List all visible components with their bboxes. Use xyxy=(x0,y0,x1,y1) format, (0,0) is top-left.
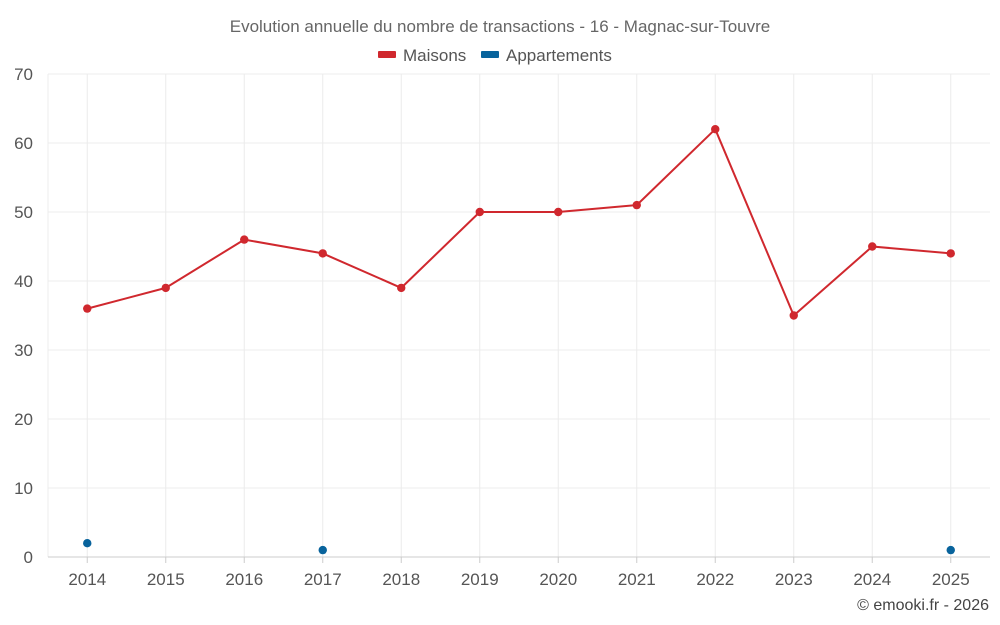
y-tick-label-30: 30 xyxy=(14,341,33,360)
x-tick-label-2025: 2025 xyxy=(932,570,970,589)
point-maisons-2024[interactable] xyxy=(868,242,877,251)
legend-label-maisons: Maisons xyxy=(403,46,466,65)
y-tick-label-50: 50 xyxy=(14,203,33,222)
x-tick-label-2017: 2017 xyxy=(304,570,342,589)
x-tick-label-2019: 2019 xyxy=(461,570,499,589)
y-tick-label-0: 0 xyxy=(24,548,33,567)
point-maisons-2020[interactable] xyxy=(554,207,563,217)
series-line-maisons xyxy=(86,128,951,317)
x-tick-label-2014: 2014 xyxy=(68,570,106,589)
y-tick-label-20: 20 xyxy=(14,410,33,429)
credit-text: © emooki.fr - 2026 xyxy=(857,597,989,614)
x-tick-label-2018: 2018 xyxy=(382,570,420,589)
x-tick-label-2020: 2020 xyxy=(539,570,577,589)
grid xyxy=(48,73,990,557)
legend-item-appartements[interactable]: Appartements xyxy=(481,46,612,65)
y-tick-label-10: 10 xyxy=(14,479,33,498)
legend-item-maisons[interactable]: Maisons xyxy=(378,46,466,65)
point-appartements-2014[interactable] xyxy=(83,539,92,548)
legend-swatch-appartements xyxy=(481,51,499,58)
point-maisons-2021[interactable] xyxy=(632,200,641,210)
point-appartements-2017[interactable] xyxy=(318,545,327,555)
legend: Maisons Appartements xyxy=(378,46,612,65)
point-maisons-2025[interactable] xyxy=(946,249,955,258)
y-tick-label-70: 70 xyxy=(14,65,33,84)
point-maisons-2018[interactable] xyxy=(397,283,406,293)
y-axis: 0 10 20 30 40 50 60 70 xyxy=(14,65,49,567)
x-axis: 2014 2015 2016 2017 2018 2019 2020 2021 2022 2023… xyxy=(48,556,990,589)
point-maisons-2014[interactable] xyxy=(83,304,92,313)
point-maisons-2015[interactable] xyxy=(161,283,170,293)
point-appartements-2025[interactable] xyxy=(946,545,955,555)
chart-title: Evolution annuelle du nombre de transact… xyxy=(230,17,771,36)
y-tick-label-60: 60 xyxy=(14,134,33,153)
x-tick-label-2021: 2021 xyxy=(618,570,656,589)
point-maisons-2023[interactable] xyxy=(789,311,798,320)
x-tick-label-2016: 2016 xyxy=(225,570,263,589)
x-tick-label-2022: 2022 xyxy=(696,570,734,589)
legend-label-appartements: Appartements xyxy=(506,46,612,65)
x-tick-label-2024: 2024 xyxy=(853,570,891,589)
legend-swatch-maisons xyxy=(378,51,396,58)
y-tick-label-40: 40 xyxy=(14,272,33,291)
x-tick-label-2015: 2015 xyxy=(147,570,185,589)
point-maisons-2016[interactable] xyxy=(240,235,249,244)
point-maisons-2017[interactable] xyxy=(318,249,327,258)
point-maisons-2019[interactable] xyxy=(475,207,484,217)
point-maisons-2022[interactable] xyxy=(711,125,720,134)
series-layer xyxy=(83,125,955,555)
x-tick-label-2023: 2023 xyxy=(775,570,813,589)
